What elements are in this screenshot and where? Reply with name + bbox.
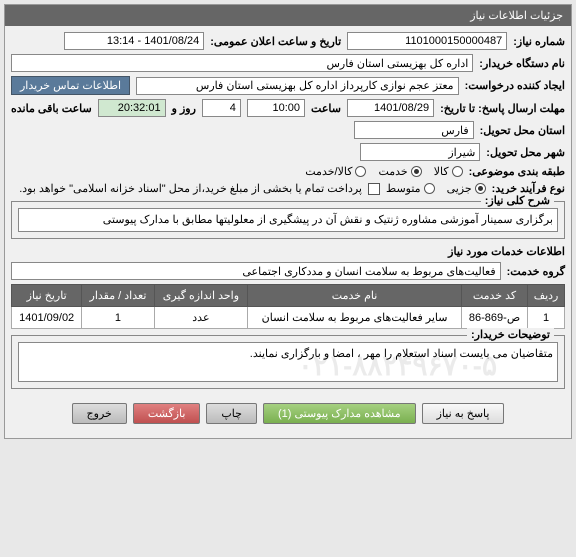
main-desc-fieldset: شرح کلی نیاز: برگزاری سمینار آموزشی مشاو… <box>11 201 565 239</box>
panel-body: شماره نیاز: 1101000150000487 تاریخ و ساع… <box>5 26 571 438</box>
deadline-date: 1401/08/29 <box>347 99 434 117</box>
th-name: نام خدمت <box>248 285 462 307</box>
th-unit: واحد اندازه گیری <box>154 285 248 307</box>
creator-field: معتز عجم نوازی کارپرداز اداره کل بهزیستی… <box>136 77 459 95</box>
province-label: استان محل تحویل: <box>480 124 565 137</box>
print-button[interactable]: چاپ <box>206 403 257 424</box>
deadline-time: 10:00 <box>247 99 305 117</box>
td-unit: عدد <box>154 307 248 329</box>
main-desc-legend: شرح کلی نیاز: <box>481 194 554 207</box>
city-label: شهر محل تحویل: <box>486 146 565 159</box>
exit-button[interactable]: خروج <box>72 403 127 424</box>
days-field: 4 <box>202 99 241 117</box>
back-button[interactable]: بازگشت <box>133 403 201 424</box>
td-name: سایر فعالیت‌های مربوط به سلامت انسان <box>248 307 462 329</box>
creator-label: ایجاد کننده درخواست: <box>465 79 565 92</box>
td-qty: 1 <box>82 307 154 329</box>
req-no-label: شماره نیاز: <box>513 35 565 48</box>
buyer-notes-fieldset: توضیحات خریدار: متقاضیان می بایست اسناد … <box>11 335 565 389</box>
contact-buyer-button[interactable]: اطلاعات تماس خریدار <box>11 76 130 95</box>
main-desc-text: برگزاری سمینار آموزشی مشاوره ژنتیک و نقش… <box>18 208 558 232</box>
class-radio-goods[interactable]: کالا <box>434 165 463 178</box>
td-date: 1401/09/02 <box>12 307 82 329</box>
services-title: اطلاعات خدمات مورد نیاز <box>11 245 565 258</box>
announce-field: 1401/08/24 - 13:14 <box>64 32 204 50</box>
class-radio-both[interactable]: کالا/خدمت <box>305 165 366 178</box>
process-radio-group: جزیی متوسط <box>386 182 486 195</box>
services-table: ردیف کد خدمت نام خدمت واحد اندازه گیری ت… <box>11 284 565 329</box>
th-row: ردیف <box>528 285 565 307</box>
process-note: پرداخت تمام یا بخشی از مبلغ خرید،از محل … <box>19 182 362 195</box>
th-date: تاریخ نیاز <box>12 285 82 307</box>
announce-label: تاریخ و ساعت اعلان عمومی: <box>210 35 341 48</box>
group-field: فعالیت‌های مربوط به سلامت انسان و مددکار… <box>11 262 501 280</box>
time-label-1: ساعت <box>311 102 341 115</box>
buyer-notes-box: متقاضیان می بایست اسناد استعلام را مهر ،… <box>18 342 558 382</box>
buyer-notes-text: متقاضیان می بایست اسناد استعلام را مهر ،… <box>250 348 553 360</box>
th-code: کد خدمت <box>461 285 527 307</box>
process-radio-medium[interactable]: متوسط <box>386 182 435 195</box>
city-field: شیراز <box>360 143 480 161</box>
button-row: پاسخ به نیاز مشاهده مدارک پیوستی (1) چاپ… <box>11 395 565 432</box>
main-panel: جزئیات اطلاعات نیاز شماره نیاز: 11010001… <box>4 4 572 439</box>
buyer-field: اداره کل بهزیستی استان فارس <box>11 54 473 72</box>
deadline-label: مهلت ارسال پاسخ: تا تاریخ: <box>440 102 565 115</box>
province-field: فارس <box>354 121 474 139</box>
view-docs-button[interactable]: مشاهده مدارک پیوستی (1) <box>263 403 416 424</box>
treasury-checkbox[interactable] <box>368 183 380 195</box>
table-row: 1 ص-869-86 سایر فعالیت‌های مربوط به سلام… <box>12 307 565 329</box>
class-label: طبقه بندی موضوعی: <box>469 165 565 178</box>
table-header-row: ردیف کد خدمت نام خدمت واحد اندازه گیری ت… <box>12 285 565 307</box>
panel-title: جزئیات اطلاعات نیاز <box>5 5 571 26</box>
remain-time: 20:32:01 <box>98 99 166 117</box>
remain-label: ساعت باقی مانده <box>11 102 92 115</box>
req-no-field: 1101000150000487 <box>347 32 507 50</box>
class-radio-group: کالا خدمت کالا/خدمت <box>305 165 462 178</box>
days-label: روز و <box>172 102 196 115</box>
td-row: 1 <box>528 307 565 329</box>
td-code: ص-869-86 <box>461 307 527 329</box>
respond-button[interactable]: پاسخ به نیاز <box>422 403 505 424</box>
class-radio-service[interactable]: خدمت <box>378 165 421 178</box>
buyer-label: نام دستگاه خریدار: <box>479 57 565 70</box>
group-label: گروه خدمت: <box>507 265 565 278</box>
th-qty: تعداد / مقدار <box>82 285 154 307</box>
buyer-notes-legend: توضیحات خریدار: <box>467 328 554 341</box>
